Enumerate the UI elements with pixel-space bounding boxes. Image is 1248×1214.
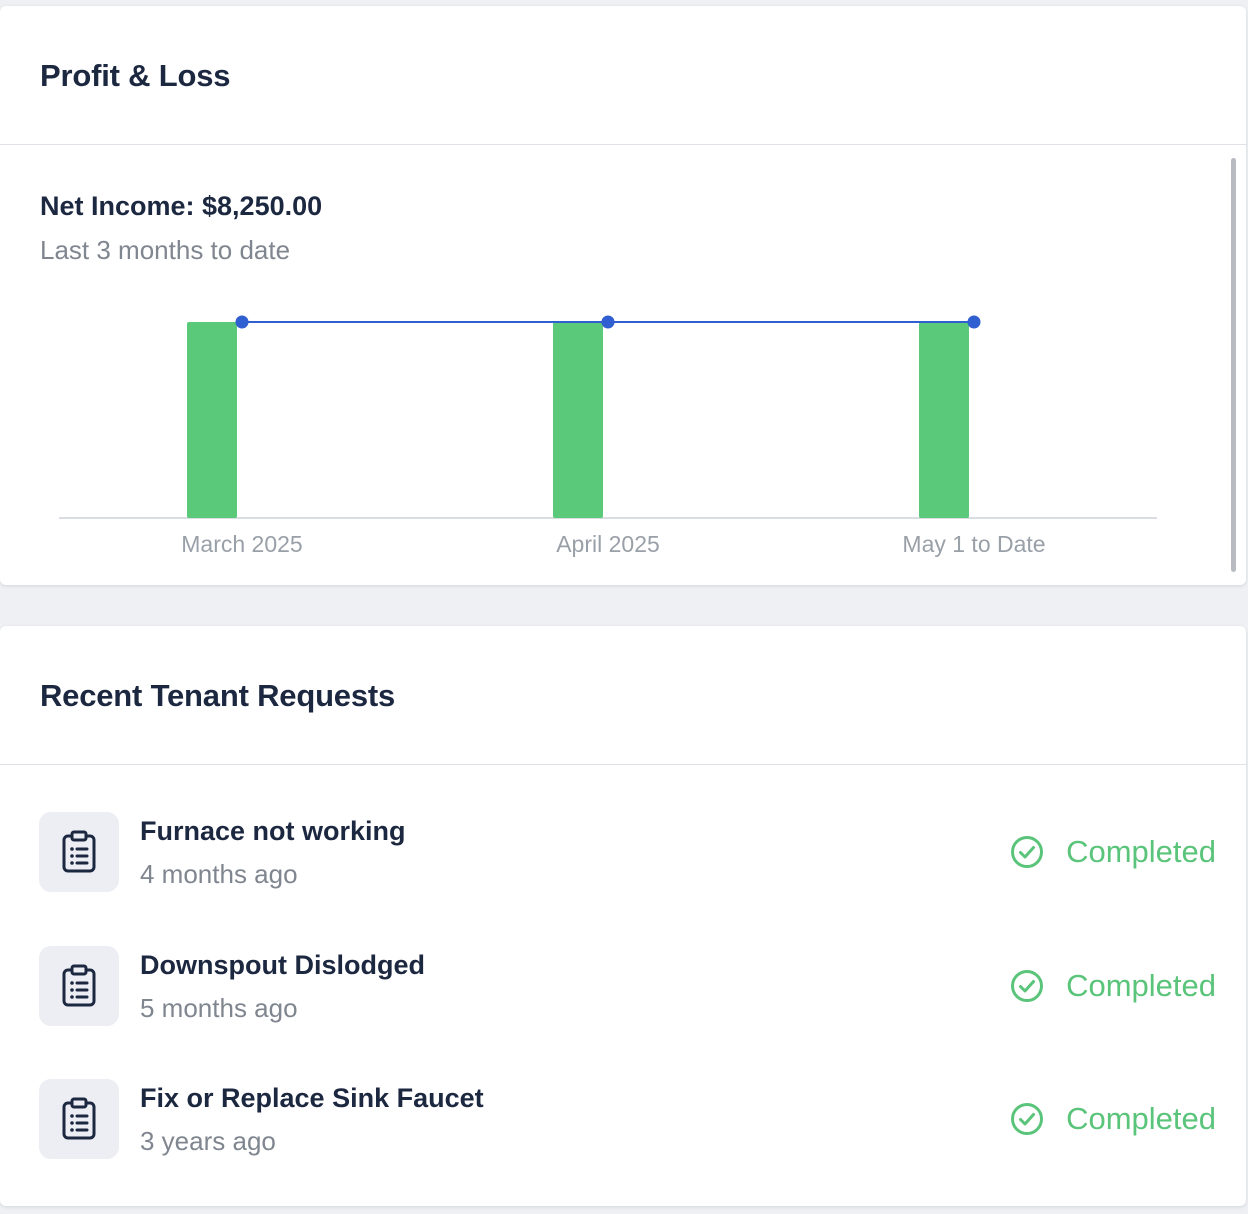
request-status: Completed [1010, 968, 1216, 1004]
clipboard-list-icon [39, 812, 119, 892]
chart-point [601, 315, 615, 329]
request-title[interactable]: Furnace not working [140, 816, 406, 846]
net-income-label: Net Income: $8,250.00 [40, 191, 323, 221]
check-circle-icon [1011, 970, 1044, 1002]
request-title[interactable]: Fix or Replace Sink Faucet [140, 1083, 484, 1113]
check-circle-icon [1011, 1103, 1044, 1135]
tenant-requests-title: Recent Tenant Requests [40, 678, 396, 713]
chart-point [235, 315, 249, 329]
clipboard-list-icon [39, 1079, 119, 1159]
chart-point [967, 315, 981, 329]
tenant-requests-card: Recent Tenant Requests Furnace not worki… [0, 626, 1246, 1206]
request-title[interactable]: Downspout Dislodged [140, 950, 425, 980]
request-status: Completed [1010, 834, 1216, 870]
request-status: Completed [1010, 1101, 1216, 1137]
x-tick-label: April 2025 [556, 531, 660, 557]
chart-scrollbar[interactable] [1231, 158, 1236, 572]
tenant-request-item[interactable]: Furnace not working 4 months ago Complet… [0, 812, 1246, 892]
profit-loss-title: Profit & Loss [40, 58, 231, 93]
chart-bar [919, 322, 969, 518]
chart-bar [553, 322, 603, 518]
profit-loss-chart: March 2025 April 2025 May 1 to Date [59, 315, 1157, 557]
profit-loss-header: Profit & Loss [0, 6, 1246, 145]
chart-bar [187, 322, 237, 518]
tenant-requests-header: Recent Tenant Requests [0, 626, 1246, 765]
request-time: 5 months ago [140, 993, 298, 1023]
profit-loss-card: Profit & Loss Net Income: $8,250.00 Last… [0, 6, 1246, 585]
status-label: Completed [1066, 968, 1216, 1003]
tenant-request-item[interactable]: Downspout Dislodged 5 months ago Complet… [0, 946, 1246, 1026]
check-circle-icon [1011, 836, 1044, 868]
x-tick-label: March 2025 [181, 531, 302, 557]
status-label: Completed [1066, 834, 1216, 869]
request-time: 3 years ago [140, 1126, 276, 1156]
request-time: 4 months ago [140, 859, 298, 889]
clipboard-list-icon [39, 946, 119, 1026]
status-label: Completed [1066, 1101, 1216, 1136]
tenant-request-item[interactable]: Fix or Replace Sink Faucet 3 years ago C… [0, 1079, 1246, 1159]
x-tick-label: May 1 to Date [902, 531, 1045, 557]
period-label: Last 3 months to date [40, 235, 291, 265]
